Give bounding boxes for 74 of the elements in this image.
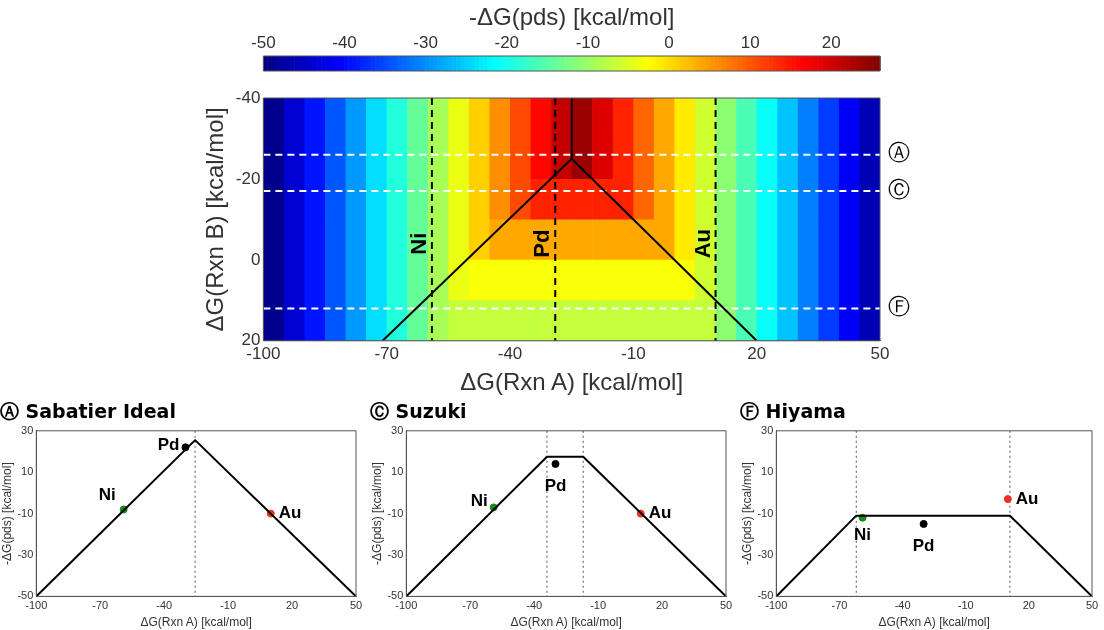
x-tick-label: 50	[719, 599, 733, 612]
x-axis-title: ΔG(Rxn A) [kcal/mol]	[878, 615, 990, 630]
chart-title: Ⓕ Hiyama	[740, 400, 846, 423]
x-tick-label: 50	[1085, 599, 1099, 612]
y-tick-label: -30	[757, 548, 774, 561]
y-tick-label: 30	[21, 423, 34, 436]
color-bar-label: -40	[332, 33, 357, 53]
y-tick-label: -10	[757, 506, 774, 519]
x-tick-label: -70	[462, 599, 479, 612]
y-axis-title: -ΔG(pds) [kcal/mol]	[739, 462, 754, 565]
ref-line-label: Ⓒ	[888, 176, 910, 202]
y-tick-label: 10	[391, 465, 404, 478]
x-tick-label: -100	[765, 599, 788, 612]
chart-title: Ⓒ Suzuki	[370, 400, 467, 423]
ref-line-label: Au	[689, 229, 715, 259]
x-tick-label: -40	[156, 599, 173, 612]
y-axis-title: -ΔG(pds) [kcal/mol]	[369, 462, 384, 565]
y-tick-label: -50	[757, 589, 774, 602]
x-tick-label: -40	[497, 343, 523, 363]
x-tick-label: -10	[957, 599, 974, 612]
ref-line-label: Ⓕ	[888, 294, 910, 320]
x-tick-label: -70	[831, 599, 848, 612]
x-tick-label: -100	[25, 599, 48, 612]
series-label: Au	[648, 503, 672, 523]
y-tick-label: 0	[250, 249, 261, 269]
x-tick-label: 50	[349, 599, 363, 612]
ref-line-label: Pd	[529, 229, 555, 258]
color-bar-label: 0	[664, 33, 674, 53]
x-tick-label: -70	[374, 343, 399, 363]
x-tick-label: 20	[285, 599, 299, 612]
series-label: Pd	[912, 535, 935, 555]
ref-line-label: Ⓐ	[888, 140, 910, 166]
x-tick-label: -70	[92, 599, 109, 612]
y-tick-label: -20	[235, 168, 261, 188]
y-tick-label: -40	[235, 87, 261, 107]
color-bar-label: -10	[575, 33, 601, 53]
color-bar-title: -ΔG(pds) [kcal/mol]	[468, 2, 675, 30]
y-tick-label: 10	[21, 465, 34, 478]
y-tick-label: -50	[387, 589, 404, 602]
x-axis-title: ΔG(Rxn A) [kcal/mol]	[140, 615, 252, 630]
y-tick-label: -30	[17, 548, 34, 561]
x-axis-title: ΔG(Rxn A) [kcal/mol]	[510, 615, 622, 630]
x-tick-label: 20	[655, 599, 669, 612]
x-tick-label: -10	[220, 599, 237, 612]
series-label: Pd	[544, 475, 567, 495]
x-tick-label: 50	[870, 343, 890, 363]
ref-line-label: Ni	[405, 232, 431, 255]
color-bar-label: -20	[494, 33, 520, 53]
color-bar-label: 20	[821, 33, 841, 53]
y-axis-title: -ΔG(pds) [kcal/mol]	[0, 462, 14, 565]
series-label: Ni	[470, 491, 488, 511]
chart-title: Ⓐ Sabatier Ideal	[0, 400, 176, 423]
x-tick-label: -100	[395, 599, 418, 612]
y-tick-label: -10	[17, 506, 34, 519]
x-tick-label: -40	[526, 599, 543, 612]
y-axis-title: ΔG(Rxn B) [kcal/mol]	[201, 107, 229, 332]
y-tick-label: -30	[387, 548, 404, 561]
color-bar-label: -30	[413, 33, 438, 53]
series-label: Au	[1015, 488, 1039, 508]
y-tick-label: 10	[761, 465, 774, 478]
y-tick-label: -50	[17, 589, 34, 602]
x-tick-label: -10	[621, 343, 646, 363]
color-bar-label: 10	[740, 33, 760, 53]
series-label: Pd	[157, 435, 180, 455]
y-tick-label: 30	[761, 423, 774, 436]
x-axis-title: ΔG(Rxn A) [kcal/mol]	[460, 368, 684, 396]
series-label: Ni	[98, 485, 116, 505]
series-label: Ni	[854, 525, 872, 545]
x-tick-label: -10	[590, 599, 607, 612]
y-tick-label: -10	[387, 506, 404, 519]
x-tick-label: -40	[894, 599, 911, 612]
y-tick-label: 30	[391, 423, 404, 436]
x-tick-label: 20	[1022, 599, 1035, 612]
series-label: Au	[278, 503, 302, 523]
